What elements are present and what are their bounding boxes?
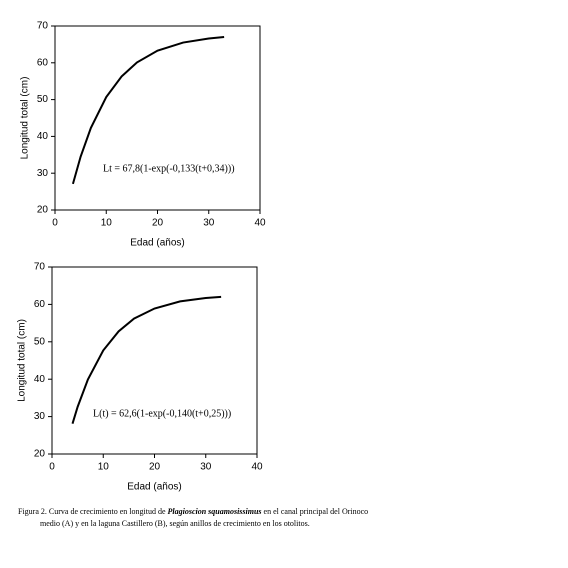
x-tick-label: 20	[149, 462, 161, 473]
equation-annotation: L(t) = 62,6(1-exp(-0,140(t+0,25)))	[93, 408, 231, 419]
x-tick-label: 30	[200, 462, 212, 473]
x-tick-label: 0	[49, 462, 55, 473]
y-tick-label: 30	[37, 168, 49, 179]
y-tick-label: 20	[37, 205, 49, 216]
caption-line1: Figura 2. Curva de crecimiento en longit…	[18, 507, 368, 516]
x-axis-label: Edad (años)	[127, 482, 181, 493]
caption-prefix: Figura 2. Curva de crecimiento en longit…	[18, 507, 168, 516]
y-tick-label: 60	[37, 57, 49, 68]
y-tick-label: 50	[37, 94, 49, 105]
x-tick-label: 0	[52, 218, 58, 229]
y-tick-label: 40	[34, 374, 46, 385]
equation-annotation: Lt = 67,8(1-exp(-0,133(t+0,34)))	[103, 163, 235, 174]
plot-frame	[54, 25, 261, 211]
y-tick-label: 50	[34, 336, 46, 347]
y-tick-label: 20	[34, 449, 46, 460]
x-tick-label: 10	[98, 462, 110, 473]
y-tick-label: 70	[37, 21, 49, 32]
growth-curve	[71, 295, 222, 424]
y-tick-label: 70	[34, 262, 46, 273]
x-tick-label: 40	[254, 218, 266, 229]
x-tick-label: 30	[203, 218, 215, 229]
x-axis-label: Edad (años)	[130, 238, 184, 249]
caption-species: Plagioscion squamosissimus	[168, 507, 262, 516]
y-tick-label: 60	[34, 299, 46, 310]
plot-frame	[51, 266, 258, 455]
x-tick-label: 20	[152, 218, 164, 229]
y-axis-label: Longitud total (cm)	[20, 77, 31, 160]
x-tick-label: 40	[251, 462, 263, 473]
growth-curve	[71, 36, 225, 185]
x-tick-label: 10	[101, 218, 113, 229]
y-tick-label: 40	[37, 131, 49, 142]
y-axis-label: Longitud total (cm)	[17, 319, 28, 402]
caption-line2: medio (A) y en la laguna Castillero (B),…	[40, 519, 310, 528]
y-tick-label: 30	[34, 411, 46, 422]
caption-suffix: en el canal principal del Orinoco	[262, 507, 369, 516]
